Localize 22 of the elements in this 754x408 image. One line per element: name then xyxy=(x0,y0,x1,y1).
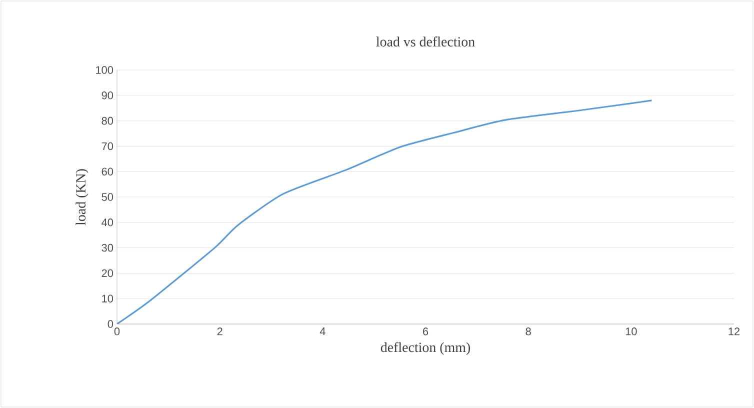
y-tick-label: 30 xyxy=(102,244,114,252)
x-tick-label: 2 xyxy=(217,328,222,336)
x-tick-label: 8 xyxy=(526,328,531,336)
y-tick-label: 50 xyxy=(102,193,114,201)
x-axis-title: deflection (mm) xyxy=(380,342,470,355)
x-tick-label: 6 xyxy=(423,328,428,336)
x-tick-label: 0 xyxy=(114,328,120,336)
y-tick-label: 90 xyxy=(102,92,114,100)
x-tick-label: 4 xyxy=(320,328,326,336)
y-tick-label: 40 xyxy=(102,218,114,226)
y-tick-label: 10 xyxy=(102,294,114,302)
y-tick-label: 60 xyxy=(102,168,114,176)
y-axis-title: load (KN) xyxy=(76,169,88,226)
x-tick-label: 12 xyxy=(728,328,740,336)
y-tick-label: 100 xyxy=(96,66,114,74)
y-tick-label: 80 xyxy=(102,116,114,125)
line-series xyxy=(117,100,653,324)
chart-title: load vs deflection xyxy=(376,36,475,47)
x-tick-label: 10 xyxy=(626,328,637,336)
y-tick-label: 70 xyxy=(102,142,114,150)
y-tick-label: 20 xyxy=(102,269,114,278)
y-tick-label: 0 xyxy=(108,320,114,328)
